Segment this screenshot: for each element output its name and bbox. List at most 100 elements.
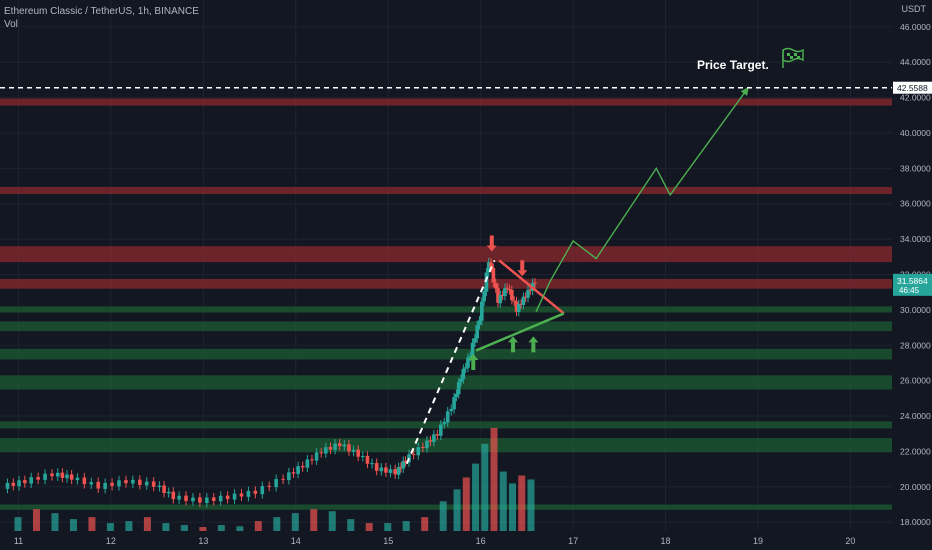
candle-body	[65, 474, 69, 479]
candle-body	[253, 490, 258, 494]
candle-body	[521, 296, 526, 305]
volume-bar	[347, 519, 355, 531]
candle-body	[379, 467, 384, 472]
y-tick-label: 30.0000	[900, 305, 931, 315]
candle-body	[456, 382, 461, 395]
candle-body	[393, 469, 397, 475]
volume-bar	[310, 509, 318, 531]
candle-body	[310, 459, 314, 461]
candle-body	[246, 490, 251, 497]
up-arrow-icon-shaft	[531, 342, 536, 353]
x-tick-label: 19	[753, 536, 763, 546]
candle-body	[461, 368, 466, 380]
candle-body	[432, 434, 436, 443]
x-tick-label: 11	[14, 536, 23, 546]
candle-body	[29, 477, 33, 484]
volume-bar	[527, 479, 535, 531]
support-zone	[0, 375, 892, 390]
up-arrow-icon	[468, 354, 479, 371]
candle-body	[396, 467, 401, 475]
candle-body	[300, 465, 305, 468]
candle-body	[452, 397, 456, 410]
flag-cloth	[782, 47, 804, 63]
down-arrow-icon-head	[517, 270, 528, 277]
candle-body	[96, 481, 101, 489]
up-arrow-icon-head	[468, 354, 479, 361]
y-tick-label: 22.0000	[900, 446, 931, 456]
candle-body	[533, 282, 537, 284]
candle-body	[191, 497, 195, 502]
label-layer: Price Target.	[697, 58, 769, 72]
volume-bar	[481, 443, 489, 531]
candle-body	[484, 272, 489, 292]
time-axis	[0, 531, 932, 550]
volume-bar	[180, 525, 188, 531]
candle-body	[82, 477, 87, 485]
y-tick-label: 20.0000	[900, 482, 931, 492]
candle-body	[103, 482, 107, 489]
volume-bar	[106, 523, 114, 531]
volume-bar	[88, 517, 96, 531]
up-arrow-icon-shaft	[471, 360, 476, 371]
bar-countdown: 46:45	[899, 286, 920, 295]
down-arrow-icon	[486, 235, 497, 252]
dashed-trend-line	[405, 259, 496, 465]
y-tick-label: 24.0000	[900, 411, 931, 421]
volume-bar	[291, 513, 299, 531]
x-tick-label: 16	[476, 536, 486, 546]
candle-body	[523, 296, 528, 298]
y-tick-label: 34.0000	[900, 234, 931, 244]
resistance-zone	[0, 278, 892, 289]
candle-body	[449, 408, 453, 412]
candle-body	[23, 480, 27, 484]
candle-body	[347, 444, 351, 452]
drawing-layer	[0, 47, 892, 465]
candle-body	[445, 411, 450, 423]
volume-bar	[384, 523, 392, 531]
candle-body	[157, 485, 162, 488]
candle-body	[480, 301, 484, 321]
x-tick-label: 15	[383, 536, 393, 546]
candle-body	[225, 495, 230, 500]
candle-body	[60, 472, 65, 478]
target-price-badge: 42.5588	[893, 81, 932, 94]
candle-body	[333, 443, 337, 450]
volume-layer	[14, 427, 535, 531]
candle-body	[365, 455, 370, 464]
candle-body	[399, 466, 403, 469]
candle-body	[218, 495, 223, 502]
candle-body	[11, 482, 16, 486]
flag-checks	[787, 53, 800, 59]
candle-body	[69, 474, 74, 480]
x-tick-label: 13	[198, 536, 208, 546]
target-price-value: 42.5588	[897, 83, 928, 93]
candle-body	[384, 467, 388, 473]
candle-body	[528, 289, 533, 291]
volume-bar	[462, 477, 470, 531]
support-zone	[0, 321, 892, 332]
volume-bar	[490, 427, 498, 531]
y-tick-label: 36.0000	[900, 199, 931, 209]
candle-body	[439, 424, 443, 436]
resistance-zone	[0, 186, 892, 195]
support-zone	[0, 348, 892, 360]
up-arrow-icon-head	[508, 336, 519, 343]
candle-body	[177, 495, 181, 500]
y-tick-label: 46.0000	[900, 22, 931, 32]
candle-body	[260, 486, 265, 495]
y-tick-label: 44.0000	[900, 57, 931, 67]
volume-bar	[254, 521, 262, 531]
candle-body	[138, 479, 142, 486]
candle-body	[459, 378, 463, 382]
candle-body	[296, 466, 300, 474]
candle-body	[162, 485, 166, 493]
candle-body	[324, 447, 328, 454]
volume-indicator-label[interactable]: Vol	[4, 19, 18, 30]
candle-body	[496, 288, 500, 303]
candle-body	[124, 480, 128, 484]
candle-body	[505, 287, 510, 289]
support-zone	[0, 306, 892, 313]
volume-bar	[509, 483, 517, 531]
